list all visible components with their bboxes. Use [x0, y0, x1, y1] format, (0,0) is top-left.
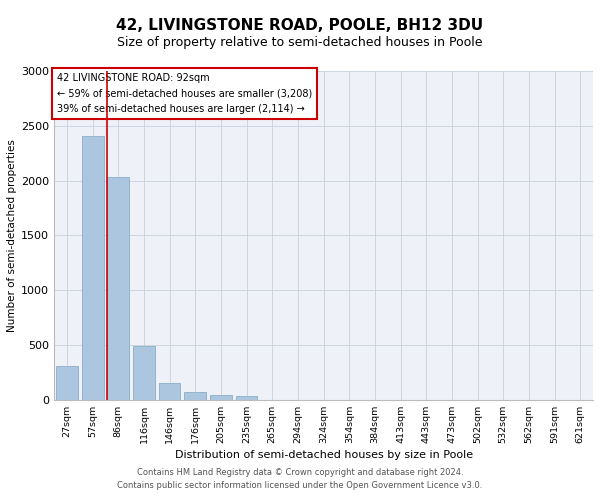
- Bar: [82, 136, 104, 400]
- Text: Contains HM Land Registry data © Crown copyright and database right 2024.
Contai: Contains HM Land Registry data © Crown c…: [118, 468, 482, 490]
- Y-axis label: Number of semi-detached properties: Number of semi-detached properties: [7, 139, 17, 332]
- Bar: [236, 396, 257, 400]
- Bar: [107, 178, 129, 400]
- Bar: [184, 392, 206, 400]
- Text: Size of property relative to semi-detached houses in Poole: Size of property relative to semi-detach…: [117, 36, 483, 49]
- Text: 42 LIVINGSTONE ROAD: 92sqm
← 59% of semi-detached houses are smaller (3,208)
39%: 42 LIVINGSTONE ROAD: 92sqm ← 59% of semi…: [57, 72, 312, 114]
- X-axis label: Distribution of semi-detached houses by size in Poole: Distribution of semi-detached houses by …: [175, 450, 473, 460]
- Text: 42, LIVINGSTONE ROAD, POOLE, BH12 3DU: 42, LIVINGSTONE ROAD, POOLE, BH12 3DU: [116, 18, 484, 32]
- Bar: [133, 346, 155, 400]
- Bar: [210, 395, 232, 400]
- Bar: [56, 366, 78, 400]
- Bar: [158, 384, 181, 400]
